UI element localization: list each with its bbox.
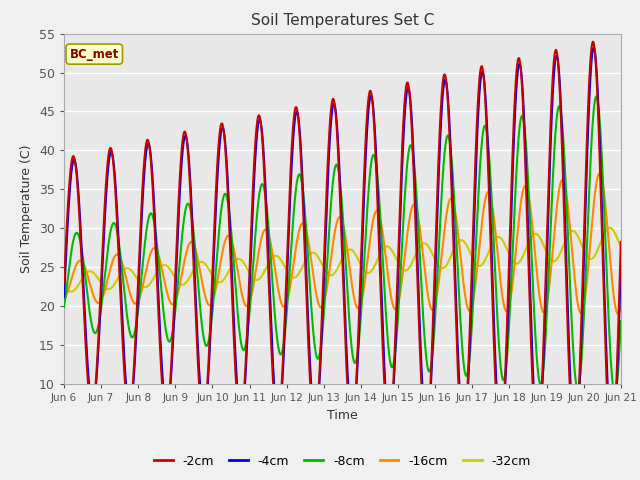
Line: -4cm: -4cm (64, 48, 621, 442)
Line: -16cm: -16cm (64, 173, 621, 314)
-2cm (608, 444, 616, 450)
-32cm (601, 229, 609, 235)
-8cm (499, 375, 506, 381)
-2cm (601, 321, 609, 327)
-8cm (593, 94, 600, 99)
-8cm (617, 318, 625, 324)
-16cm (601, 195, 609, 201)
Line: -8cm: -8cm (64, 96, 621, 393)
-2cm (60, 280, 68, 286)
-16cm (601, 198, 609, 204)
Title: Soil Temperatures Set C: Soil Temperatures Set C (251, 13, 434, 28)
-32cm (316, 258, 324, 264)
-4cm (331, 103, 339, 108)
-8cm (88, 324, 96, 330)
Y-axis label: Soil Temperature (C): Soil Temperature (C) (20, 144, 33, 273)
-2cm (88, 406, 96, 412)
-4cm (88, 403, 96, 408)
-32cm (60, 283, 68, 289)
Line: -32cm: -32cm (64, 228, 621, 292)
-4cm (590, 45, 598, 50)
-32cm (617, 244, 625, 250)
-32cm (601, 230, 609, 236)
-2cm (589, 39, 596, 45)
-16cm (88, 290, 96, 296)
-8cm (60, 304, 68, 310)
-2cm (331, 102, 339, 108)
-16cm (331, 229, 339, 235)
-16cm (614, 311, 622, 317)
-32cm (89, 269, 97, 275)
-8cm (601, 226, 609, 232)
-4cm (601, 296, 609, 302)
-16cm (316, 304, 324, 310)
-8cm (316, 350, 324, 356)
-4cm (60, 294, 68, 300)
-4cm (499, 425, 506, 431)
-2cm (499, 423, 506, 429)
-16cm (60, 297, 68, 303)
-32cm (67, 289, 75, 295)
-16cm (596, 170, 604, 176)
-16cm (617, 303, 625, 309)
-8cm (331, 166, 339, 172)
Text: BC_met: BC_met (70, 48, 119, 60)
-8cm (611, 390, 618, 396)
-4cm (601, 305, 609, 311)
-4cm (617, 263, 625, 269)
-2cm (316, 360, 324, 365)
-32cm (606, 225, 614, 230)
Legend: -2cm, -4cm, -8cm, -16cm, -32cm: -2cm, -4cm, -8cm, -16cm, -32cm (149, 450, 536, 473)
-16cm (499, 294, 506, 300)
-2cm (601, 330, 609, 336)
-32cm (499, 238, 506, 243)
-8cm (601, 219, 609, 225)
-2cm (617, 239, 625, 245)
X-axis label: Time: Time (327, 408, 358, 421)
-32cm (331, 270, 339, 276)
-4cm (316, 371, 324, 377)
-4cm (609, 439, 616, 444)
Line: -2cm: -2cm (64, 42, 621, 447)
